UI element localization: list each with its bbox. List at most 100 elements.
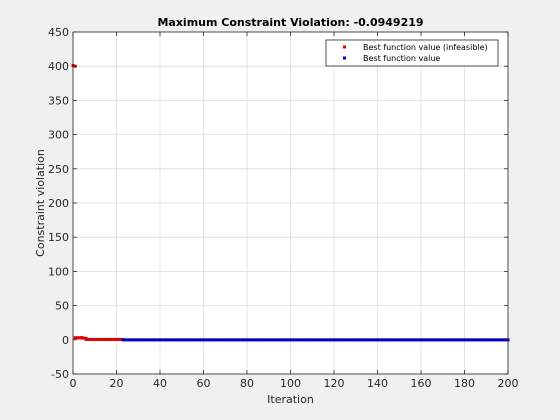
data-point xyxy=(119,337,123,341)
x-tick-label: 120 xyxy=(324,377,345,390)
data-point xyxy=(354,338,358,342)
data-point xyxy=(391,338,395,342)
data-point xyxy=(130,338,134,342)
data-point xyxy=(156,338,160,342)
data-point xyxy=(175,338,179,342)
data-point xyxy=(297,338,301,342)
data-point xyxy=(486,338,490,342)
data-point xyxy=(399,338,403,342)
data-point xyxy=(197,338,201,342)
data-point xyxy=(123,338,127,342)
data-point xyxy=(210,338,214,342)
data-point xyxy=(339,338,343,342)
data-point xyxy=(469,338,473,342)
x-tick-label: 40 xyxy=(153,377,167,390)
data-point xyxy=(458,338,462,342)
data-point xyxy=(280,338,284,342)
data-point xyxy=(82,336,86,340)
data-point xyxy=(267,338,271,342)
data-point xyxy=(236,338,240,342)
data-point xyxy=(341,338,345,342)
data-point xyxy=(162,338,166,342)
data-point xyxy=(167,338,171,342)
data-point xyxy=(402,338,406,342)
data-point xyxy=(495,338,499,342)
legend-label: Best function value xyxy=(363,54,440,63)
data-point xyxy=(106,337,110,341)
data-point xyxy=(293,338,297,342)
data-point xyxy=(491,338,495,342)
data-point xyxy=(295,338,299,342)
data-point xyxy=(436,338,440,342)
data-point xyxy=(208,338,212,342)
data-point xyxy=(499,338,503,342)
data-point xyxy=(343,338,347,342)
y-axis-label: Constraint violation xyxy=(34,149,47,257)
data-point xyxy=(136,338,140,342)
data-point xyxy=(110,337,114,341)
data-point xyxy=(202,338,205,342)
data-point xyxy=(302,338,306,342)
data-point xyxy=(389,338,393,342)
legend-marker xyxy=(343,45,346,49)
data-point xyxy=(347,338,351,342)
data-point xyxy=(271,338,275,342)
data-point xyxy=(395,338,399,342)
legend-label: Best function value (infeasible) xyxy=(363,43,488,52)
data-point xyxy=(88,337,92,341)
data-point xyxy=(199,338,203,342)
data-point xyxy=(449,338,453,342)
data-point xyxy=(158,338,162,342)
data-point xyxy=(269,338,273,342)
data-point xyxy=(256,338,260,342)
data-point xyxy=(319,338,323,342)
data-point xyxy=(245,338,249,342)
data-point xyxy=(345,338,349,342)
data-point xyxy=(493,338,497,342)
data-point xyxy=(243,338,247,342)
data-point xyxy=(291,338,295,342)
data-point xyxy=(260,338,264,342)
data-point xyxy=(143,338,147,342)
y-tick-label: 50 xyxy=(55,300,69,313)
data-point xyxy=(184,338,188,342)
data-point xyxy=(80,336,84,340)
y-tick-label: 0 xyxy=(62,334,69,347)
data-point xyxy=(406,338,410,342)
chart-title: Maximum Constraint Violation: -0.0949219 xyxy=(157,16,423,29)
data-point xyxy=(193,338,197,342)
data-point xyxy=(330,338,334,342)
x-tick-label: 20 xyxy=(110,377,124,390)
data-point xyxy=(78,336,82,340)
data-point xyxy=(332,338,336,342)
data-point xyxy=(178,338,182,342)
data-point xyxy=(434,338,438,342)
data-point xyxy=(249,338,253,342)
data-point xyxy=(382,338,386,342)
data-point xyxy=(478,338,482,342)
data-point xyxy=(441,338,445,342)
x-tick-label: 60 xyxy=(197,377,211,390)
data-point xyxy=(447,338,451,342)
data-point xyxy=(315,338,319,342)
y-tick-label: 150 xyxy=(48,231,69,244)
data-point xyxy=(169,338,173,342)
data-point xyxy=(217,338,221,342)
data-point xyxy=(221,338,225,342)
data-point xyxy=(230,338,234,342)
data-point xyxy=(125,338,129,342)
data-point xyxy=(278,338,282,342)
data-point xyxy=(188,338,192,342)
data-point xyxy=(408,338,412,342)
data-point xyxy=(273,338,277,342)
data-point xyxy=(128,338,132,342)
legend[interactable]: Best function value (infeasible) Best fun… xyxy=(325,39,499,67)
y-tick-label: 100 xyxy=(48,265,69,278)
data-series xyxy=(71,64,510,342)
data-point xyxy=(97,337,101,341)
x-tick-label: 160 xyxy=(411,377,432,390)
data-point xyxy=(289,338,292,342)
data-point xyxy=(482,338,486,342)
data-point xyxy=(323,338,327,342)
